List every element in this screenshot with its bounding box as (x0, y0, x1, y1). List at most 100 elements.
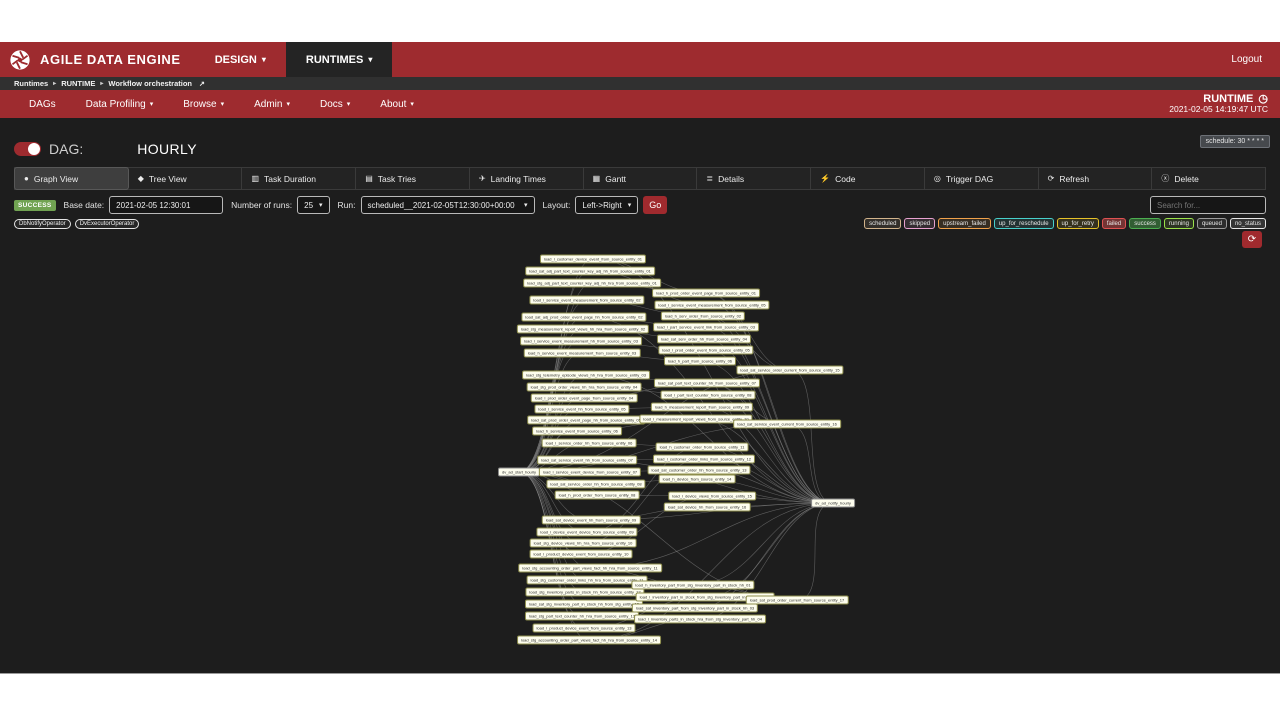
external-link-icon[interactable]: ↗ (199, 80, 205, 88)
task-node[interactable]: load_l_service_event_device_from_source_… (538, 467, 642, 477)
task-node[interactable]: load_l_prod_order_event_page_from_source… (530, 393, 638, 403)
clock-icon[interactable]: ◷ (1258, 92, 1268, 105)
task-node[interactable]: load_stg_adj_part_text_counter_key_adj_h… (523, 278, 661, 288)
task-node[interactable]: load_sat_adj_prod_order_event_page_hh_fr… (521, 312, 647, 322)
task-node[interactable]: load_l_part_text_counter_from_source_ent… (660, 390, 756, 400)
task-node[interactable]: load_sat_service_event_hh_from_source_en… (537, 455, 637, 465)
task-node[interactable]: load_l_device_event_device_from_source_e… (536, 527, 638, 537)
top-menu-runtimes[interactable]: RUNTIMES ▾ (285, 42, 393, 77)
task-node[interactable]: load_stg_accounting_order_part_views_fac… (517, 635, 661, 645)
num-runs-select[interactable]: 25 ▾ (297, 196, 330, 214)
task-node[interactable]: load_l_part_service_event_link_from_sour… (653, 322, 759, 332)
go-button[interactable]: Go (643, 196, 668, 214)
search-input[interactable] (1150, 196, 1266, 214)
task-node[interactable]: load_l_measurement_report_views_from_sou… (639, 414, 753, 424)
task-node[interactable]: load_l_service_event_measurement_from_so… (529, 295, 645, 305)
task-node[interactable]: load_sat_stg_inventory_part_in_stock_hh_… (524, 599, 644, 609)
task-node[interactable]: load_h_customer_order_from_source_entity… (655, 442, 749, 452)
task-node[interactable]: load_stg_device_views_hh_hra_from_source… (529, 538, 637, 548)
status-pill-running[interactable]: running (1163, 218, 1194, 229)
status-pill-queued[interactable]: queued (1196, 218, 1227, 229)
top-menu-design[interactable]: DESIGN ▾ (214, 53, 266, 66)
tab-landing-times[interactable]: ✈ Landing Times (469, 168, 584, 189)
task-node[interactable]: load_sat_prod_order_current_from_source_… (745, 595, 849, 605)
task-node[interactable]: load_l_customer_order_links_from_source_… (652, 454, 756, 464)
task-node[interactable]: load_l_inventory_parts_in_stock_hra_from… (634, 614, 766, 624)
task-node[interactable]: load_l_service_event_measurement_from_so… (654, 300, 770, 310)
task-node[interactable]: load_l_product_device_event_from_source_… (532, 623, 636, 633)
task-node[interactable]: load_l_service_event_measurement_hh_from… (520, 336, 642, 346)
base-date-input[interactable] (109, 196, 224, 214)
status-pill-no_status[interactable]: no_status (1229, 218, 1266, 229)
task-node[interactable]: load_h_prod_order_from_source_entity_08 (554, 490, 640, 500)
status-pill-failed[interactable]: failed (1101, 218, 1127, 229)
tab-task-tries[interactable]: ▤ Task Tries (356, 168, 470, 189)
nav-item-about[interactable]: About ▾ (380, 98, 414, 110)
run-select[interactable]: scheduled__2021-02-05T12:30:00+00:00 ▾ (360, 196, 535, 214)
tab-code[interactable]: ⚡ Code (811, 168, 925, 189)
task-node[interactable]: load_l_product_device_event_from_source_… (529, 549, 633, 559)
tab-task-duration[interactable]: ▥ Task Duration (242, 168, 357, 189)
logout-link[interactable]: Logout (1231, 54, 1262, 65)
graph-refresh-button[interactable]: ⟳ (1242, 231, 1262, 248)
dag-pause-toggle[interactable] (14, 142, 41, 156)
task-node[interactable]: load_sat_adj_part_text_counter_key_adj_h… (525, 266, 655, 276)
caret-down-icon: ▾ (368, 55, 373, 64)
task-node[interactable]: load_sat_prod_order_event_page_hh_from_s… (527, 415, 645, 425)
breadcrumb-item[interactable]: Runtimes (14, 79, 49, 88)
task-node[interactable]: load_h_device_from_source_entity_14 (658, 474, 736, 484)
task-node[interactable]: load_stg_accounting_order_part_views_fac… (518, 563, 662, 573)
tab-refresh[interactable]: ⟳ Refresh (1038, 168, 1153, 189)
tab-tree-view[interactable]: ◆ Tree View (128, 168, 243, 189)
tab-gantt[interactable]: ▦ Gantt (583, 168, 698, 189)
task-node[interactable]: load_l_device_views_from_source_entity_1… (668, 491, 756, 501)
task-node[interactable]: load_l_customer_device_event_from_source… (539, 254, 647, 264)
task-node[interactable]: load_sat_service_order_current_from_sour… (736, 365, 844, 375)
nav-item-browse[interactable]: Browse ▾ (183, 98, 225, 110)
task-node[interactable]: load_h_measurement_report_from_source_en… (650, 402, 754, 412)
nav-item-admin[interactable]: Admin ▾ (254, 98, 290, 110)
status-pill-upstream_failed[interactable]: upstream_failed (938, 218, 991, 229)
task-node[interactable]: load_h_part_from_source_entity_06 (663, 356, 737, 366)
task-node[interactable]: load_stg_part_text_counter_hh_hra_from_s… (524, 611, 640, 621)
tab-graph-view[interactable]: ● Graph View (14, 167, 129, 190)
task-node[interactable]: dv_ad_notify_hourly (811, 498, 855, 508)
chevron-down-icon: ▾ (627, 202, 632, 209)
nav-item-dags[interactable]: DAGs (29, 98, 56, 110)
task-node[interactable]: load_h_service_event_measurement_from_so… (523, 348, 641, 358)
task-node[interactable]: load_h_service_event_from_source_entity_… (532, 426, 622, 436)
nav-item-data-profiling[interactable]: Data Profiling ▾ (85, 98, 154, 110)
task-node[interactable]: load_sat_customer_order_hh_from_source_e… (647, 465, 751, 475)
task-node[interactable]: load_l_service_order_hh_from_source_enti… (541, 438, 637, 448)
tab-trigger-dag[interactable]: ◎ Trigger DAG (924, 168, 1039, 189)
task-node[interactable]: load_sat_part_text_counter_hh_from_sourc… (653, 378, 761, 388)
tab-delete[interactable]: ⓧ Delete (1152, 168, 1266, 189)
task-node[interactable]: load_stg_measurement_report_views_hh_hra… (516, 324, 650, 334)
task-node[interactable]: load_stg_customer_order_links_hh_hra_fro… (526, 575, 648, 585)
task-node[interactable]: dv_ad_start_hourly (497, 467, 541, 477)
task-node[interactable]: load_l_service_event_hh_from_source_enti… (534, 404, 630, 414)
task-node[interactable]: load_sat_serv_order_hh_from_source_entit… (656, 334, 752, 344)
task-node[interactable]: load_h_prod_order_event_page_from_source… (652, 288, 760, 298)
task-node[interactable]: load_h_inventory_part_from_stg_inventory… (631, 580, 755, 590)
task-node[interactable]: load_sat_service_event_current_from_sour… (733, 419, 841, 429)
status-pill-up_for_reschedule[interactable]: up_for_reschedule (993, 218, 1054, 229)
task-node[interactable]: load_stg_inventory_parts_in_stock_hh_fro… (525, 587, 645, 597)
status-pill-success[interactable]: success (1129, 218, 1161, 229)
breadcrumb-item[interactable]: RUNTIME (61, 79, 96, 88)
status-pill-scheduled[interactable]: scheduled (864, 218, 902, 229)
task-node[interactable]: load_sat_inventory_part_from_stg_invento… (631, 603, 759, 613)
task-node[interactable]: load_l_prod_order_event_from_source_enti… (658, 345, 754, 355)
tab-details[interactable]: ≣ Details (697, 168, 812, 189)
task-node[interactable]: load_sat_device_hh_from_source_entity_16 (663, 502, 751, 512)
status-pill-skipped[interactable]: skipped (904, 218, 936, 229)
task-node[interactable]: load_stg_prod_order_views_hh_hra_from_so… (526, 382, 642, 392)
task-node[interactable]: load_h_serv_order_from_source_entity_02 (660, 311, 746, 321)
layout-select[interactable]: Left->Right ▾ (575, 196, 639, 214)
breadcrumb-item[interactable]: Workflow orchestration (108, 79, 192, 88)
task-node[interactable]: load_stg_telemetry_episode_views_hh_hra_… (522, 370, 650, 380)
task-node[interactable]: load_sat_service_order_hh_from_source_en… (546, 479, 646, 489)
nav-item-docs[interactable]: Docs ▾ (319, 98, 351, 110)
task-node[interactable]: load_sat_device_event_hh_from_source_ent… (541, 515, 641, 525)
status-pill-up_for_retry[interactable]: up_for_retry (1056, 218, 1099, 229)
